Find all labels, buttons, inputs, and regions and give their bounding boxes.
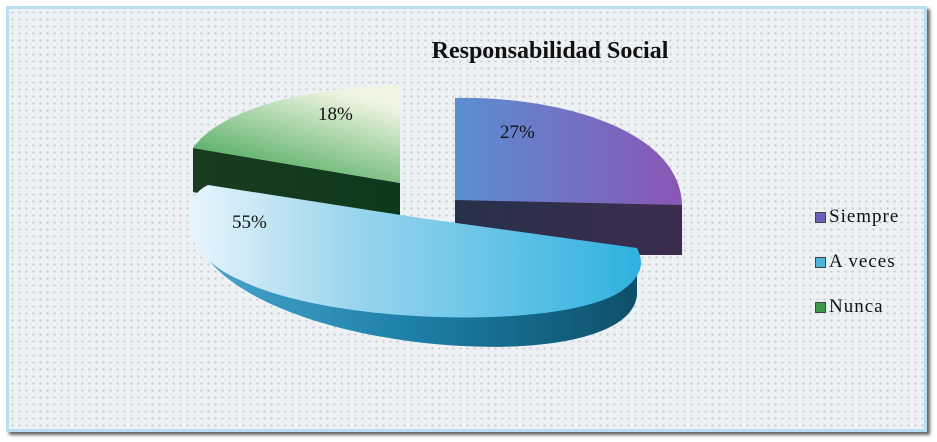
legend-swatch-siempre xyxy=(815,211,826,223)
legend-item-siempre: Siempre xyxy=(815,202,899,232)
chart-title: Responsabilidad Social xyxy=(431,38,669,64)
slice-aveces-top xyxy=(188,185,642,318)
slice-nunca-top xyxy=(193,85,400,183)
legend-item-nunca: Nunca xyxy=(815,292,899,322)
legend-label-nunca: Nunca xyxy=(829,296,884,317)
slice-aveces-side xyxy=(191,212,637,347)
legend-label-siempre: Siempre xyxy=(829,206,900,227)
legend-swatch-nunca xyxy=(815,301,826,313)
slice-aveces xyxy=(188,185,642,347)
data-label-siempre: 27% xyxy=(500,122,535,143)
data-label-aveces: 55% xyxy=(232,212,267,233)
legend: Siempre A veces Nunca xyxy=(815,202,899,337)
data-label-nunca: 18% xyxy=(318,104,353,125)
slice-siempre-top xyxy=(455,97,682,205)
legend-item-aveces: A veces xyxy=(815,247,899,277)
legend-label-aveces: A veces xyxy=(829,251,896,272)
legend-swatch-aveces xyxy=(815,256,826,268)
